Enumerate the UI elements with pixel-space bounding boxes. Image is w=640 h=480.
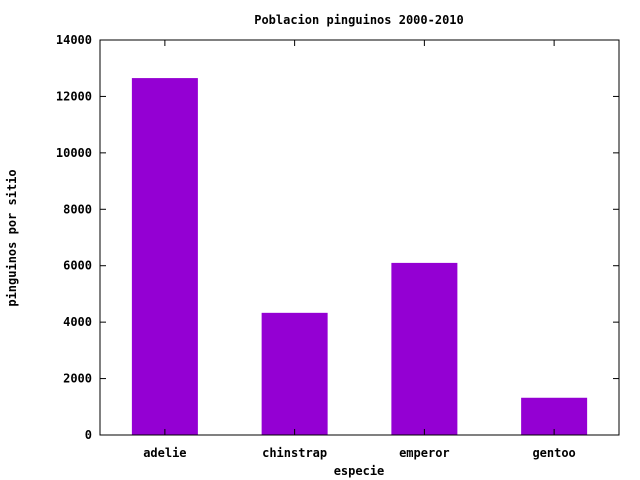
y-tick-label-14000: 14000 [56,33,92,47]
x-tick-label-emperor: emperor [399,446,450,460]
bar-emperor [391,262,458,435]
y-tick-label-10000: 10000 [56,146,92,160]
x-tick-label-chinstrap: chinstrap [262,446,327,460]
y-tick-label-12000: 12000 [56,89,92,103]
bar-adelie [131,78,198,435]
x-tick-label-gentoo: gentoo [532,446,575,460]
y-tick-label-8000: 8000 [63,202,92,216]
y-tick-label-4000: 4000 [63,315,92,329]
plot-border [99,39,620,436]
y-tick-label-0: 0 [85,428,92,442]
x-axis-label: especie [334,464,385,478]
chart-title: Poblacion pinguinos 2000-2010 [254,13,464,27]
y-tick-label-6000: 6000 [63,259,92,273]
y-tick-label-2000: 2000 [63,372,92,386]
y-axis-label: pinguinos por sitio [5,169,19,306]
bar-chinstrap [261,312,328,435]
x-tick-label-adelie: adelie [143,446,186,460]
plot-area: adelie chinstrap emperor gentoo 0 2000 4000 600… [56,33,620,460]
bar-gentoo [521,397,588,435]
